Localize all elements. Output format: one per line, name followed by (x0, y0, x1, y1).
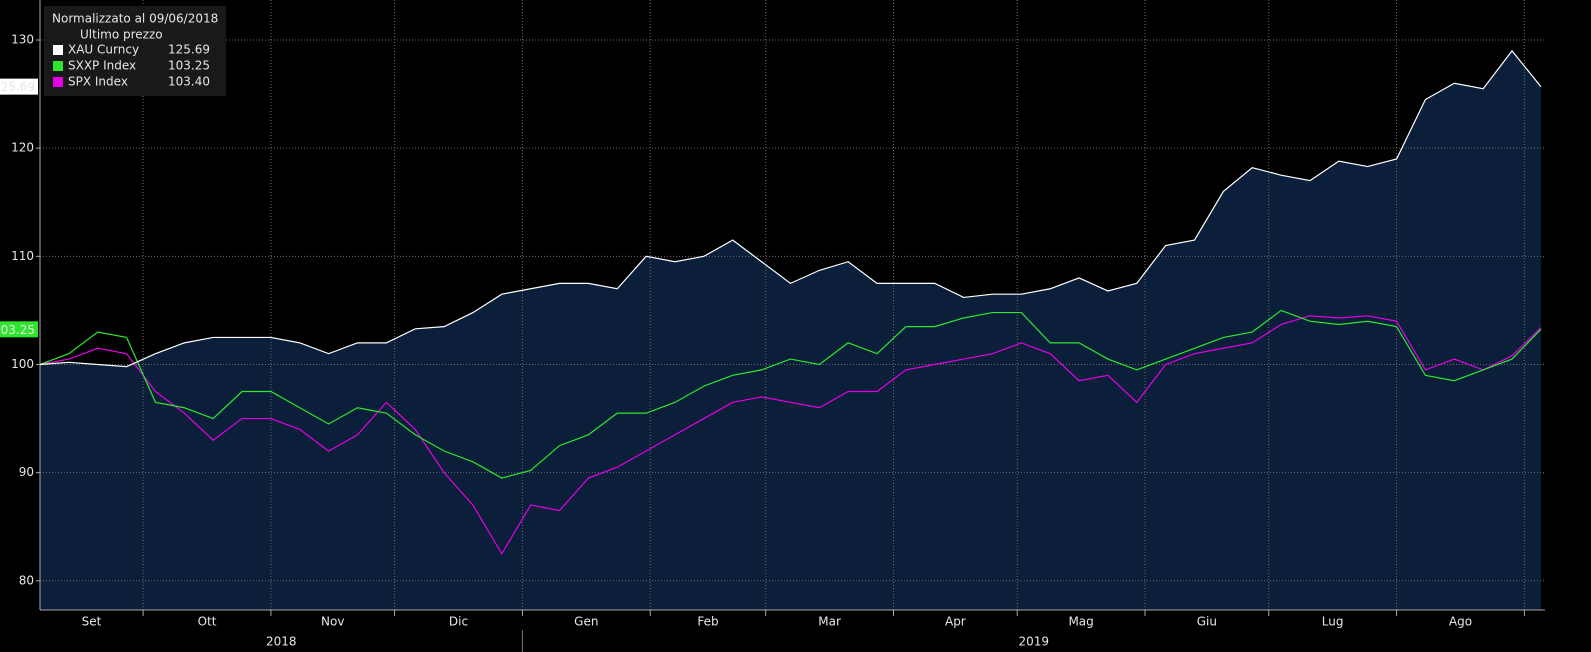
x-tick-label: Set (82, 615, 102, 629)
y-tick-label: 130 (11, 33, 34, 47)
x-tick-label: Dic (449, 615, 468, 629)
series-line (39, 315, 1542, 555)
year-label: 2018 (266, 635, 297, 649)
x-tick-label: Mar (818, 615, 841, 629)
last-value-tag (0, 78, 38, 95)
legend-subtitle: Ultimo prezzo (80, 28, 163, 42)
x-tick-label: Mag (1068, 615, 1093, 629)
last-value-tag (0, 321, 38, 338)
x-tick-label: Ago (1449, 615, 1472, 629)
x-tick-label: Apr (945, 615, 966, 629)
x-tick-label: Gen (574, 615, 598, 629)
x-tick-label: Giu (1197, 615, 1217, 629)
legend-swatch (53, 77, 63, 87)
legend-box (44, 6, 226, 96)
legend-value: 103.25 (168, 59, 210, 73)
x-tick-label: Ott (198, 615, 217, 629)
legend-value: 103.40 (168, 75, 210, 89)
y-tick-label: 110 (11, 249, 34, 263)
x-tick-label: Feb (697, 615, 718, 629)
y-tick-label: 120 (11, 141, 34, 155)
y-tick-label: 80 (19, 573, 34, 587)
year-label: 2019 (1018, 635, 1049, 649)
legend-swatch (53, 61, 63, 71)
x-tick-label: Nov (321, 615, 344, 629)
last-value-tag-label: 103.25 (0, 323, 35, 337)
legend-label: SPX Index (68, 75, 128, 89)
series-line (39, 49, 1542, 368)
legend-value: 125.69 (168, 43, 210, 57)
area (40, 50, 1541, 611)
legend-label: SXXP Index (68, 59, 136, 73)
series-line (39, 309, 1542, 479)
legend-swatch (53, 45, 63, 55)
y-tick-label: 90 (19, 465, 34, 479)
legend-label: XAU Curncy (68, 43, 139, 57)
legend-title: Normalizzato al 09/06/2018 (52, 12, 218, 26)
x-tick-label: Lug (1322, 615, 1344, 629)
y-tick-label: 100 (11, 357, 34, 371)
last-value-tag-label: 125.69 (0, 80, 35, 94)
